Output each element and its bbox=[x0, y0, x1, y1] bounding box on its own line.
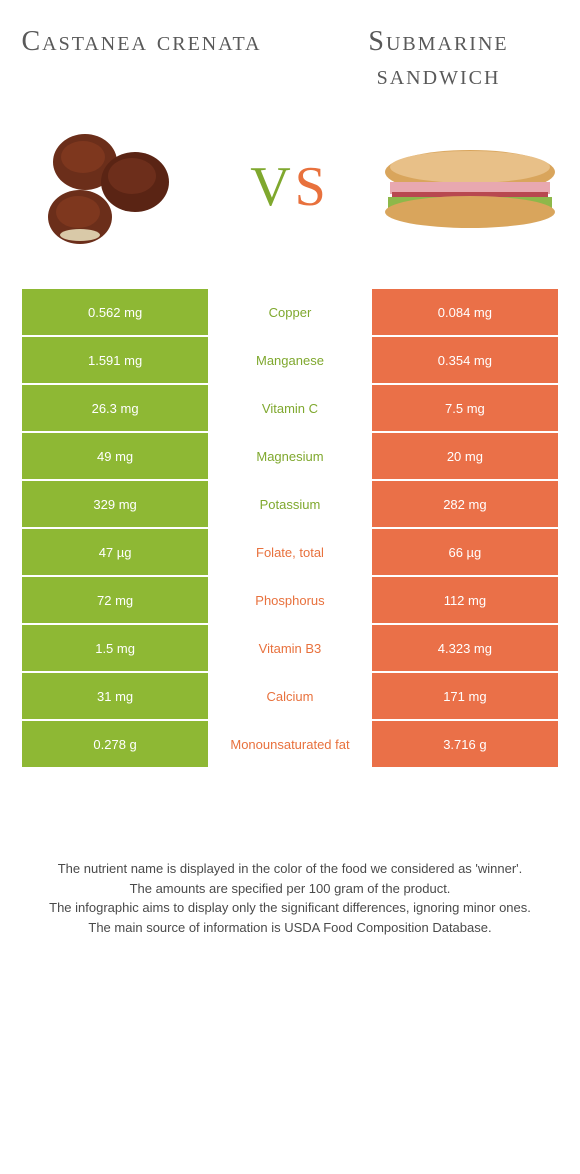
table-row: 1.591 mgManganese0.354 mg bbox=[22, 337, 558, 383]
left-food-image bbox=[20, 122, 200, 252]
header-row: Castanea crenata Submarine sandwich bbox=[20, 25, 560, 92]
nutrient-name-cell: Copper bbox=[210, 289, 370, 335]
table-row: 1.5 mgVitamin B34.323 mg bbox=[22, 625, 558, 671]
right-value-cell: 171 mg bbox=[372, 673, 558, 719]
left-value-cell: 72 mg bbox=[22, 577, 208, 623]
footer-line-4: The main source of information is USDA F… bbox=[30, 918, 550, 938]
footer-line-3: The infographic aims to display only the… bbox=[30, 898, 550, 918]
footer-line-2: The amounts are specified per 100 gram o… bbox=[30, 879, 550, 899]
right-value-cell: 20 mg bbox=[372, 433, 558, 479]
right-value-cell: 3.716 g bbox=[372, 721, 558, 767]
table-row: 72 mgPhosphorus112 mg bbox=[22, 577, 558, 623]
table-row: 49 mgMagnesium20 mg bbox=[22, 433, 558, 479]
left-value-cell: 1.5 mg bbox=[22, 625, 208, 671]
nutrient-name-cell: Manganese bbox=[210, 337, 370, 383]
footer-notes: The nutrient name is displayed in the co… bbox=[20, 859, 560, 937]
right-food-image bbox=[380, 122, 560, 252]
vs-label: VS bbox=[250, 155, 330, 219]
nutrient-name-cell: Vitamin B3 bbox=[210, 625, 370, 671]
nutrient-name-cell: Phosphorus bbox=[210, 577, 370, 623]
right-value-cell: 4.323 mg bbox=[372, 625, 558, 671]
left-food-title: Castanea crenata bbox=[20, 25, 263, 92]
right-value-cell: 7.5 mg bbox=[372, 385, 558, 431]
left-value-cell: 329 mg bbox=[22, 481, 208, 527]
left-value-cell: 31 mg bbox=[22, 673, 208, 719]
table-row: 31 mgCalcium171 mg bbox=[22, 673, 558, 719]
left-value-cell: 0.562 mg bbox=[22, 289, 208, 335]
table-row: 47 µgFolate, total66 µg bbox=[22, 529, 558, 575]
nutrient-name-cell: Monounsaturated fat bbox=[210, 721, 370, 767]
footer-line-1: The nutrient name is displayed in the co… bbox=[30, 859, 550, 879]
left-value-cell: 47 µg bbox=[22, 529, 208, 575]
right-value-cell: 0.354 mg bbox=[372, 337, 558, 383]
right-food-title: Submarine sandwich bbox=[317, 25, 560, 92]
right-value-cell: 112 mg bbox=[372, 577, 558, 623]
left-value-cell: 1.591 mg bbox=[22, 337, 208, 383]
comparison-table: 0.562 mgCopper0.084 mg1.591 mgManganese0… bbox=[20, 287, 560, 769]
right-value-cell: 0.084 mg bbox=[372, 289, 558, 335]
nutrient-name-cell: Vitamin C bbox=[210, 385, 370, 431]
table-row: 329 mgPotassium282 mg bbox=[22, 481, 558, 527]
nutrient-name-cell: Magnesium bbox=[210, 433, 370, 479]
vs-v-letter: V bbox=[250, 156, 294, 218]
nutrient-name-cell: Potassium bbox=[210, 481, 370, 527]
nutrient-name-cell: Folate, total bbox=[210, 529, 370, 575]
left-value-cell: 0.278 g bbox=[22, 721, 208, 767]
table-row: 0.278 gMonounsaturated fat3.716 g bbox=[22, 721, 558, 767]
left-value-cell: 49 mg bbox=[22, 433, 208, 479]
right-value-cell: 66 µg bbox=[372, 529, 558, 575]
vs-s-letter: S bbox=[295, 156, 330, 218]
nutrient-name-cell: Calcium bbox=[210, 673, 370, 719]
table-row: 26.3 mgVitamin C7.5 mg bbox=[22, 385, 558, 431]
image-row: VS bbox=[20, 122, 560, 252]
right-value-cell: 282 mg bbox=[372, 481, 558, 527]
left-value-cell: 26.3 mg bbox=[22, 385, 208, 431]
table-row: 0.562 mgCopper0.084 mg bbox=[22, 289, 558, 335]
